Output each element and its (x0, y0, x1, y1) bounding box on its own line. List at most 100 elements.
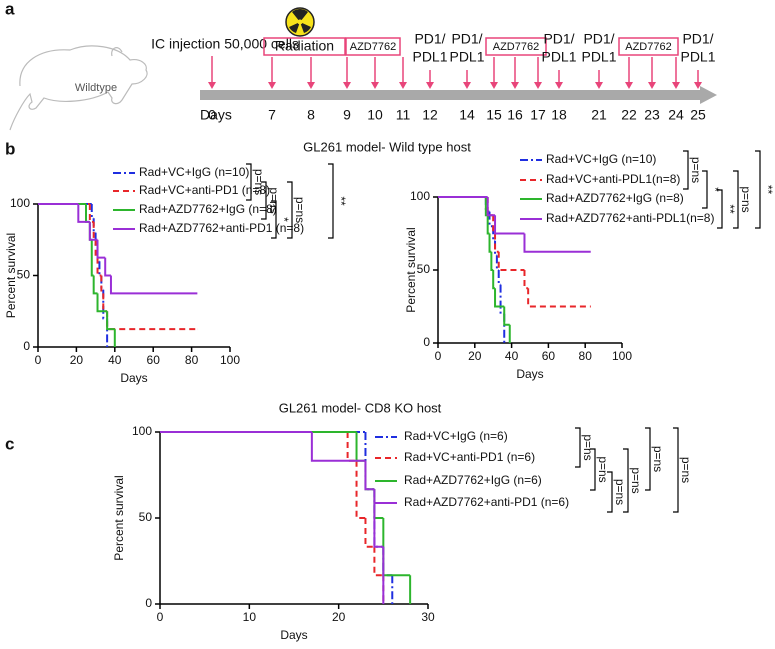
curve-step (88, 204, 94, 223)
curve-step (77, 204, 90, 223)
curve-step (382, 518, 411, 577)
curve-step (495, 255, 499, 271)
curve-step (364, 432, 375, 491)
timeline-day: 0 (208, 107, 216, 123)
event-arrow-head (648, 82, 656, 89)
x-tick-label: 40 (505, 349, 519, 363)
timeline-day: 25 (690, 107, 706, 123)
x-tick-label: 0 (157, 610, 164, 624)
event-box (263, 37, 346, 56)
curve-step (100, 275, 104, 295)
event-arrow-head (672, 82, 680, 89)
event-arrow-head (399, 82, 407, 89)
significance-label: * (277, 217, 291, 222)
event-arrow-head (511, 82, 519, 89)
curve-step (527, 288, 591, 308)
curve-step (503, 306, 510, 326)
chart-title: GL261 model- Wild type host (303, 139, 471, 154)
curve-step (494, 288, 505, 308)
survival-curve (38, 203, 109, 347)
curve-step (497, 251, 525, 271)
curve-step (382, 546, 393, 577)
event-label: PDL1 (412, 49, 447, 65)
event-label: PD1/ (451, 31, 482, 47)
timeline-day: 17 (530, 107, 546, 123)
significance-bracket (246, 163, 252, 201)
timeline-day: 10 (367, 107, 383, 123)
significance-label: p=ns (651, 446, 665, 472)
event-arrow-head (426, 82, 434, 89)
curve-step (102, 289, 108, 320)
legend-label: Rad+VC+anti-PD1 (n=8) (139, 183, 270, 197)
x-tick-label: 60 (147, 353, 161, 367)
legend-label: Rad+VC+IgG (n=6) (404, 429, 508, 443)
timeline-day: 9 (343, 107, 351, 123)
panel-label: b (5, 139, 15, 158)
event-arrow-head (534, 82, 542, 89)
radiation-icon (285, 7, 315, 37)
significance-bracket (261, 181, 267, 220)
curve-step (364, 460, 375, 491)
timeline-arrow (200, 86, 717, 104)
significance-label: ** (761, 185, 775, 195)
x-tick-label: 80 (579, 349, 593, 363)
event-arrow-head (463, 82, 471, 89)
x-tick-label: 10 (243, 610, 257, 624)
curve-step (98, 261, 102, 277)
event-label: PD1/ (583, 31, 614, 47)
significance-label: p=ns (739, 186, 753, 212)
event-label: PD1/ (543, 31, 574, 47)
curve-step (94, 232, 98, 248)
x-tick-label: 20 (70, 353, 84, 367)
x-tick-label: 20 (468, 349, 482, 363)
y-tick-label: 0 (23, 339, 30, 353)
curve-step (109, 275, 198, 295)
event-arrow-head (343, 82, 351, 89)
significance-bracket (287, 181, 293, 239)
significance-bracket (328, 163, 334, 239)
y-tick-label: 100 (10, 196, 30, 210)
x-tick-label: 80 (185, 353, 199, 367)
curve-step (88, 221, 98, 241)
x-tick-label: 30 (421, 610, 435, 624)
survival-curve (38, 203, 116, 347)
significance-label: * (708, 187, 722, 192)
curve-step (373, 546, 384, 577)
curve-step (494, 215, 525, 235)
event-arrow-head (371, 82, 379, 89)
event-arrow-head (625, 82, 633, 89)
significance-label: p=ns (629, 467, 643, 493)
significance-bracket (271, 200, 277, 239)
curve-step (364, 518, 375, 548)
curve-step (486, 197, 496, 217)
significance-bracket (702, 170, 708, 209)
timeline-day: 7 (268, 107, 276, 123)
survival-curve (160, 431, 385, 604)
timeline-day: 16 (507, 107, 523, 123)
curve-step (488, 233, 492, 253)
legend-label: Rad+AZD7762+anti-PDL1(n=8) (546, 211, 714, 225)
significance-label: p=ns (689, 157, 703, 183)
timeline-day: 15 (486, 107, 502, 123)
y-tick-label: 50 (139, 510, 153, 524)
event-arrow-head (490, 82, 498, 89)
curve-step (346, 432, 357, 462)
event-box (485, 37, 547, 56)
event-label: PDL1 (541, 49, 576, 65)
curve-step (96, 257, 102, 277)
event-label: AZD7762 (350, 41, 396, 53)
curve-step (94, 239, 98, 259)
x-tick-label: 40 (108, 353, 122, 367)
event-arrow-head (268, 82, 276, 89)
x-tick-label: 100 (220, 353, 240, 367)
y-axis-label: Percent survival (112, 475, 126, 560)
subject-label: Wildtype (75, 82, 117, 94)
survival-curve (160, 431, 412, 604)
curve-step (355, 432, 366, 462)
significance-label: p=ns (679, 457, 693, 483)
x-axis-label: Days (516, 367, 543, 381)
x-tick-label: 20 (332, 610, 346, 624)
y-tick-label: 0 (423, 335, 430, 349)
chart-title: GL261 model- CD8 KO host (279, 400, 442, 415)
